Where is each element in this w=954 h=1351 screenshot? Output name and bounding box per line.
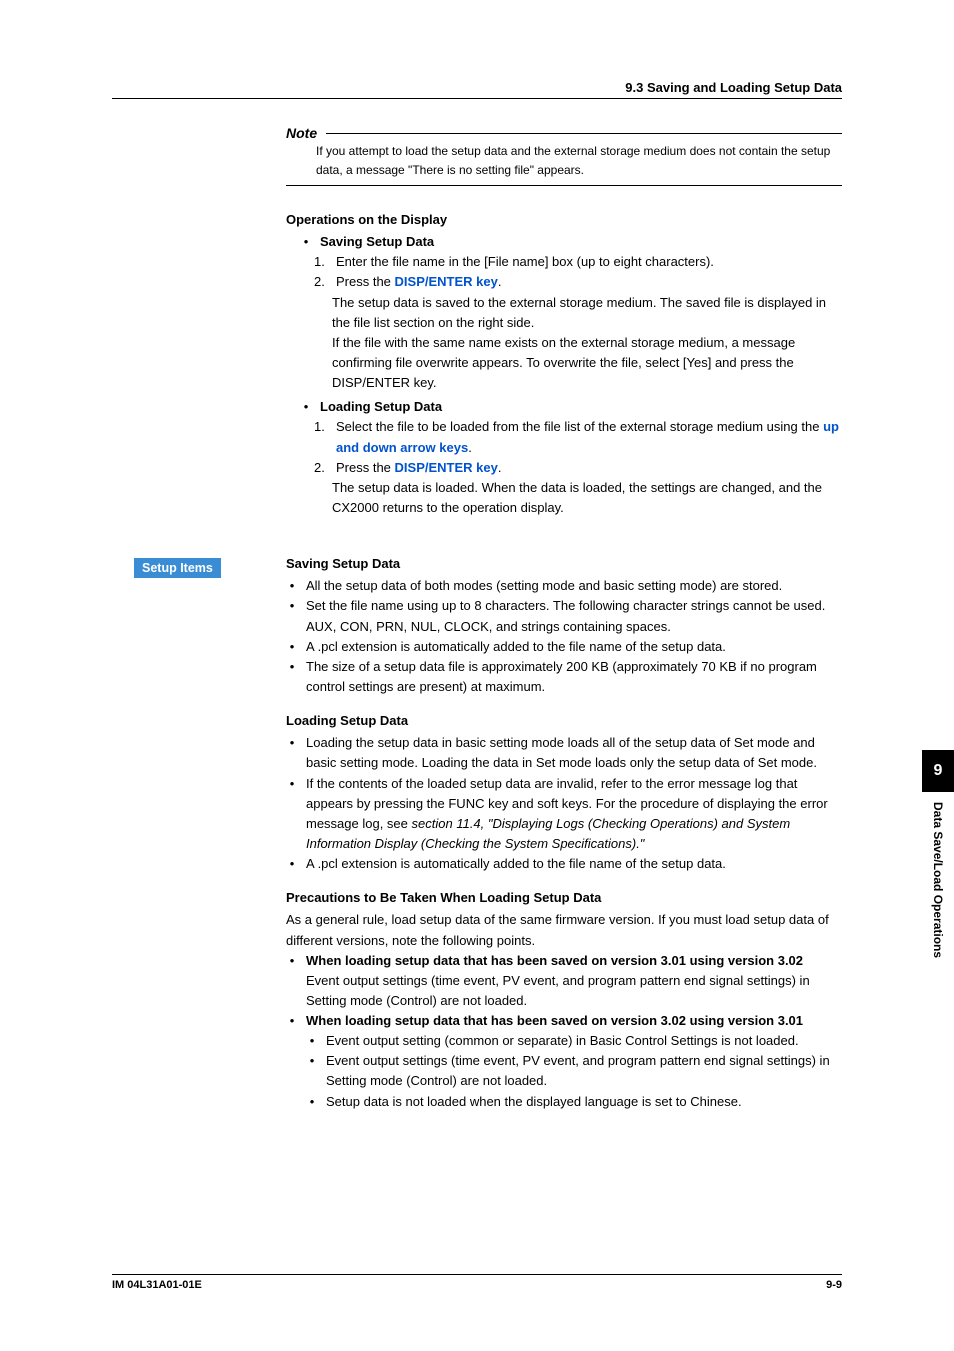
footer: IM 04L31A01-01E 9-9 [112,1274,842,1291]
precautions-p2-b3: Setup data is not loaded when the displa… [326,1092,742,1112]
saving-step1: Enter the file name in the [File name] b… [336,252,714,272]
footer-left: IM 04L31A01-01E [112,1279,202,1291]
loading2-title: Loading Setup Data [286,711,842,731]
loading-title: Loading Setup Data [320,397,442,417]
saving2-b2: Set the file name using up to 8 characte… [306,596,825,616]
bullet-icon: • [306,1031,318,1051]
main-content: Operations on the Display • Saving Setup… [286,210,842,1112]
bullet-icon: • [306,1051,318,1091]
note-label: Note [286,125,323,141]
step-num: 1. [314,252,332,272]
saving2-b1: All the setup data of both modes (settin… [306,576,782,596]
saving-title: Saving Setup Data [320,232,434,252]
footer-right: 9-9 [826,1279,842,1291]
note-bottom-line [286,185,842,186]
step-num: 2. [314,458,332,478]
loading2-b1: Loading the setup data in basic setting … [306,733,842,773]
precautions-intro: As a general rule, load setup data of th… [286,910,842,950]
loading2-b2: If the contents of the loaded setup data… [306,774,842,855]
side-tab: 9 Data Save/Load Operations [922,750,954,1050]
bullet-icon: • [286,951,298,971]
step-num: 2. [314,272,332,292]
setup-items-label: Setup Items [134,558,221,578]
bullet-icon: • [300,397,312,417]
loading-step1: Select the file to be loaded from the fi… [336,417,842,457]
saving2-b3: A .pcl extension is automatically added … [306,637,726,657]
section-header: 9.3 Saving and Loading Setup Data [625,80,842,95]
bullet-icon: • [286,1011,298,1031]
precautions-p2-b1: Event output setting (common or separate… [326,1031,799,1051]
saving2-title: Saving Setup Data [286,554,842,574]
key-ref: DISP/ENTER key [395,274,498,289]
bullet-icon: • [300,232,312,252]
bullet-icon: • [286,596,298,616]
saving-step2-detail2: If the file with the same name exists on… [332,333,842,393]
saving2-b4: The size of a setup data file is approxi… [306,657,842,697]
bullet-icon: • [306,1092,318,1112]
step-num: 1. [314,417,332,457]
chapter-label: Data Save/Load Operations [922,792,945,958]
bullet-icon: • [286,657,298,697]
bullet-icon: • [286,733,298,773]
loading2-b3: A .pcl extension is automatically added … [306,854,726,874]
loading-step2-detail: The setup data is loaded. When the data … [332,478,842,518]
precautions-p2-title: When loading setup data that has been sa… [306,1011,803,1031]
ops-title: Operations on the Display [286,210,842,230]
precautions-p1-title: When loading setup data that has been sa… [306,951,803,971]
key-ref: DISP/ENTER key [395,460,498,475]
top-rule [112,98,842,99]
bullet-icon: • [286,576,298,596]
note-body: If you attempt to load the setup data an… [286,134,842,185]
saving-step2-detail1: The setup data is saved to the external … [332,293,842,333]
saving-step2: Press the DISP/ENTER key. [336,272,501,292]
precautions-p2-b2: Event output settings (time event, PV ev… [326,1051,842,1091]
saving2-b2x: AUX, CON, PRN, NUL, CLOCK, and strings c… [306,617,842,637]
precautions-title: Precautions to Be Taken When Loading Set… [286,888,842,908]
loading-step2: Press the DISP/ENTER key. [336,458,501,478]
bullet-icon: • [286,637,298,657]
bullet-icon: • [286,854,298,874]
note-block: Note If you attempt to load the setup da… [286,125,842,186]
bullet-icon: • [286,774,298,855]
chapter-number: 9 [922,750,954,792]
precautions-p1-body: Event output settings (time event, PV ev… [306,971,842,1011]
